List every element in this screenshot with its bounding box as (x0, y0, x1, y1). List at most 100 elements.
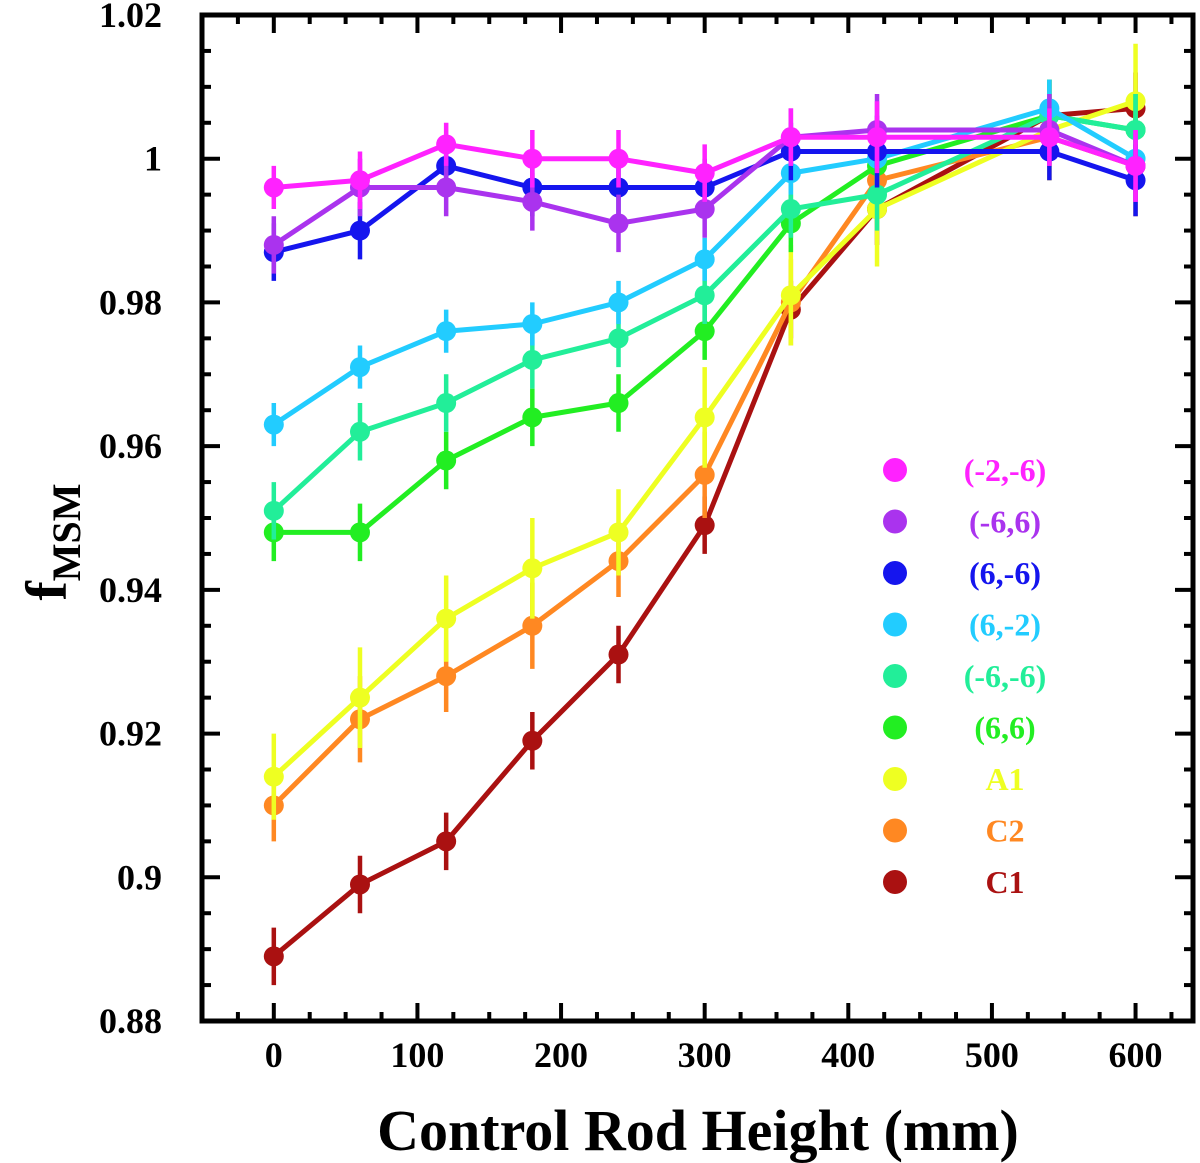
legend-marker (883, 870, 907, 894)
series-(-2,-6) (263, 101, 1146, 210)
series-layer (263, 43, 1146, 986)
data-point (608, 213, 629, 234)
series-A1 (263, 43, 1146, 820)
data-point (780, 127, 801, 148)
data-point (349, 522, 370, 543)
data-point (1125, 155, 1146, 176)
legend: (-2,-6) (-6,6) (6,-6) (6,-2) (-6,-6) (6,6) A1 C… (883, 452, 1046, 900)
data-point (349, 357, 370, 378)
data-point (694, 163, 715, 184)
data-point (867, 127, 888, 148)
data-point (780, 285, 801, 306)
data-point (608, 393, 629, 414)
legend-label: (6,-6) (969, 555, 1041, 591)
tick-labels-layer: 0 100 200 300 400 500 600 0.88 0.9 0.92 0.94 0.96 0.… (99, 0, 1163, 1075)
x-tick-label: 600 (1109, 1035, 1163, 1075)
data-point (263, 946, 284, 967)
data-point (436, 608, 457, 629)
data-point (349, 874, 370, 895)
legend-label: C2 (985, 813, 1024, 849)
series-line (272, 113, 1137, 513)
data-point (436, 134, 457, 155)
ticks-layer (202, 13, 1193, 1023)
data-point (780, 199, 801, 220)
legend-label: (-2,-6) (964, 452, 1047, 488)
y-axis-title-subscript: MSM (44, 483, 89, 581)
data-point (436, 393, 457, 414)
data-point (608, 328, 629, 349)
data-point (349, 687, 370, 708)
x-axis-title: Control Rod Height (mm) (377, 1098, 1019, 1163)
data-point (522, 407, 543, 428)
series-line (273, 149, 1137, 255)
x-tick-label: 200 (534, 1035, 588, 1075)
y-tick-label: 0.98 (99, 282, 162, 322)
y-tick-label: 0.94 (99, 570, 162, 610)
plot-frame (199, 12, 1196, 1024)
y-axis-title: fMSM (14, 483, 89, 600)
data-point (436, 321, 457, 342)
series-line (272, 127, 1137, 247)
legend-marker (883, 561, 907, 585)
data-point (608, 292, 629, 313)
x-tick-label: 300 (678, 1035, 732, 1075)
series-line (272, 105, 1137, 427)
data-point (436, 831, 457, 852)
data-point (522, 313, 543, 334)
y-tick-label: 0.88 (99, 1001, 162, 1041)
legend-label: (6,-2) (969, 607, 1041, 643)
legend-label: (-6,6) (969, 504, 1041, 540)
data-point (436, 666, 457, 687)
data-point (522, 148, 543, 169)
data-point (694, 321, 715, 342)
data-point (694, 515, 715, 536)
series-line (272, 134, 1137, 808)
data-point (349, 170, 370, 191)
data-point (694, 285, 715, 306)
legend-label: (6,6) (974, 710, 1035, 746)
series-line (272, 105, 1136, 959)
data-point (867, 184, 888, 205)
data-point (694, 407, 715, 428)
legend-label: A1 (985, 761, 1024, 797)
x-tick-label: 500 (965, 1035, 1019, 1075)
x-tick-label: 0 (265, 1035, 283, 1075)
legend-marker (883, 458, 907, 482)
legend-marker (883, 509, 907, 534)
series-line (273, 113, 1137, 535)
y-axis-title-main: f (14, 581, 79, 601)
legend-marker (883, 664, 907, 688)
data-point (608, 522, 629, 543)
data-point (436, 450, 457, 471)
data-point (263, 234, 284, 255)
data-point (694, 249, 715, 270)
data-point (694, 464, 715, 485)
y-tick-label: 0.96 (99, 426, 162, 466)
y-tick-label: 1 (144, 139, 162, 179)
data-point (349, 421, 370, 442)
legend-label: (-6,-6) (964, 658, 1047, 694)
data-point (263, 766, 284, 787)
data-point (349, 220, 370, 241)
data-point (1039, 127, 1060, 148)
y-tick-label: 0.92 (99, 714, 162, 754)
data-point (263, 500, 284, 521)
series-line (272, 98, 1137, 779)
data-point (694, 199, 715, 220)
data-point (263, 414, 284, 435)
data-point (522, 615, 543, 636)
legend-marker (883, 767, 907, 791)
legend-marker (883, 715, 907, 740)
x-tick-label: 400 (821, 1035, 875, 1075)
data-point (522, 349, 543, 370)
x-tick-label: 100 (390, 1035, 444, 1075)
data-point (608, 644, 629, 665)
legend-marker (883, 612, 907, 637)
data-point (522, 191, 543, 212)
data-point (522, 558, 543, 579)
data-point (436, 177, 457, 198)
series-line (273, 134, 1137, 190)
y-tick-label: 0.9 (117, 857, 162, 897)
data-point (522, 730, 543, 751)
